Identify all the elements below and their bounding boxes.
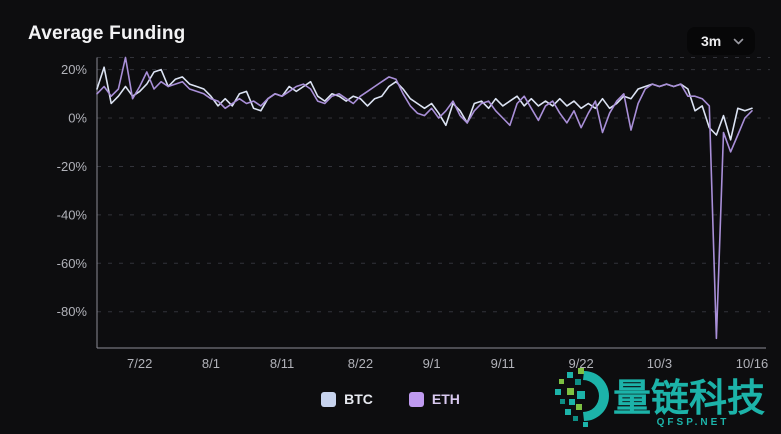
x-axis-tick-label: 8/11 [270,356,294,371]
page-title: Average Funding [28,23,186,44]
range-selector-dropdown[interactable]: 3m [687,27,755,55]
y-axis-tick-label: -80% [57,304,88,319]
chart-legend: BTC ETH [0,391,781,407]
watermark-domain-text: QFSP.NET [657,417,730,428]
x-axis-tick-label: 7/22 [127,356,152,371]
legend-label-eth: ETH [431,391,460,407]
x-axis-tick-label: 10/16 [736,356,769,371]
x-axis-tick-label: 9/11 [491,356,515,371]
y-axis-tick-label: 20% [61,62,87,77]
qfsp-watermark: 量链科技 QFSP.NET [553,367,779,434]
range-selector-value: 3m [701,33,722,49]
chevron-down-icon [733,38,744,44]
y-axis-tick-label: -60% [57,256,88,271]
qfsp-logo-icon [555,368,609,427]
y-axis-tick-label: -20% [57,159,88,174]
watermark-brand-text: 量链科技 [613,378,765,420]
y-axis-tick-label: 0% [68,111,87,126]
funding-chart-area[interactable]: 20% 0% -20% -40% -60% -80% 7/22 8/1 8/11 8/22 9/1 9… [0,0,781,380]
eth-color-swatch [408,391,424,407]
btc-color-swatch [321,391,337,407]
legend-item-eth[interactable]: ETH [408,391,460,407]
x-axis-tick-label: 9/22 [568,356,593,371]
x-axis-tick-label: 8/1 [202,356,220,371]
y-axis-tick-label: -40% [57,207,88,222]
legend-label-btc: BTC [344,391,373,407]
qfsp-logo: 量链科技 QFSP.NET [555,368,765,428]
x-axis-tick-label: 8/22 [348,356,373,371]
legend-item-btc[interactable]: BTC [321,391,373,407]
btc-line-series [96,66,753,141]
x-axis-tick-label: 9/1 [423,356,441,371]
eth-line-series [96,56,753,340]
x-axis-tick-label: 10/3 [647,356,672,371]
